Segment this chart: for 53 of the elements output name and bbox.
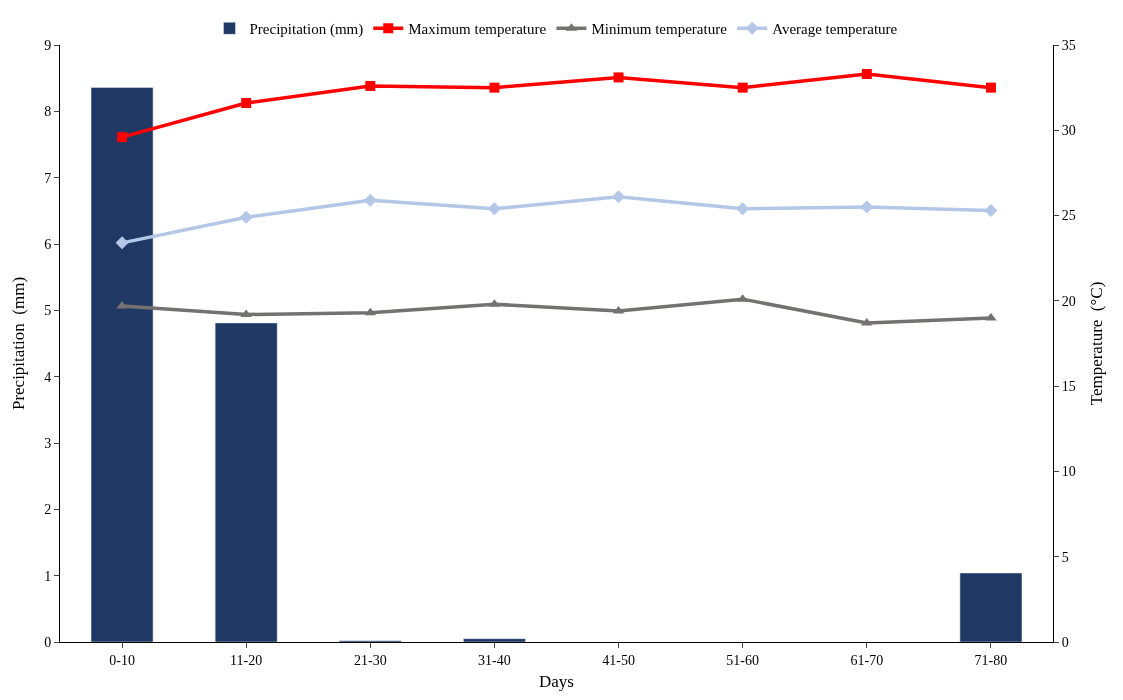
bar — [959, 572, 1023, 642]
y-tick-label: 1 — [44, 568, 52, 584]
point — [612, 190, 626, 204]
y2-tick-label: 35 — [1061, 37, 1076, 53]
point — [117, 132, 128, 143]
y-axis-title: Precipitation (mm) — [8, 276, 28, 411]
y-tick-label: 8 — [44, 104, 52, 120]
x-tick-label: 61-70 — [850, 652, 884, 668]
point — [363, 193, 377, 207]
x-tick-label: 51-60 — [726, 652, 760, 668]
point — [115, 236, 129, 250]
point — [489, 82, 500, 93]
legend-label: Precipitation (mm) — [249, 21, 364, 39]
point — [487, 202, 501, 216]
x-axis-title: Days — [539, 672, 574, 692]
y2-axis-title: Temperature (°C) — [1087, 281, 1107, 406]
x-tick-label: 31-40 — [478, 652, 511, 668]
y-tick-label: 7 — [44, 170, 52, 186]
y-tick-label: 4 — [44, 369, 52, 385]
point — [861, 69, 872, 79]
y2-tick-label: 15 — [1061, 379, 1076, 395]
y-tick-label: 5 — [44, 303, 52, 319]
point — [985, 82, 996, 93]
y2-tick-label: 30 — [1061, 123, 1076, 139]
y-tick-label: 0 — [44, 634, 52, 650]
y2-tick-label: 5 — [1061, 549, 1069, 565]
y2-tick-label: 20 — [1061, 293, 1076, 309]
legend-label: Maximum temperature — [408, 21, 547, 38]
x-tick-label: 71-80 — [974, 652, 1008, 668]
bar — [214, 322, 278, 642]
point — [737, 82, 748, 93]
point — [241, 97, 252, 108]
y-tick-label: 9 — [44, 37, 52, 53]
y2-tick-label: 10 — [1061, 464, 1076, 480]
point — [860, 200, 874, 214]
y2-tick-label: 25 — [1061, 208, 1076, 224]
bar — [463, 638, 526, 642]
y2-tick-label: 0 — [1061, 634, 1069, 650]
legend-label: Minimum temperature — [591, 21, 728, 38]
x-tick-label: 0-10 — [109, 652, 135, 668]
y-tick-label: 2 — [44, 502, 52, 518]
legend-label: Average temperature — [772, 21, 898, 38]
y-tick-label: 3 — [44, 435, 52, 451]
point — [365, 80, 376, 91]
y-tick-label: 6 — [44, 236, 52, 252]
point — [239, 210, 253, 224]
x-tick-label: 11-20 — [230, 652, 263, 668]
point — [984, 203, 998, 217]
bar — [90, 87, 154, 642]
x-tick-label: 41-50 — [602, 652, 635, 668]
x-tick-label: 21-30 — [353, 652, 387, 668]
point — [736, 202, 750, 216]
point — [613, 72, 624, 83]
